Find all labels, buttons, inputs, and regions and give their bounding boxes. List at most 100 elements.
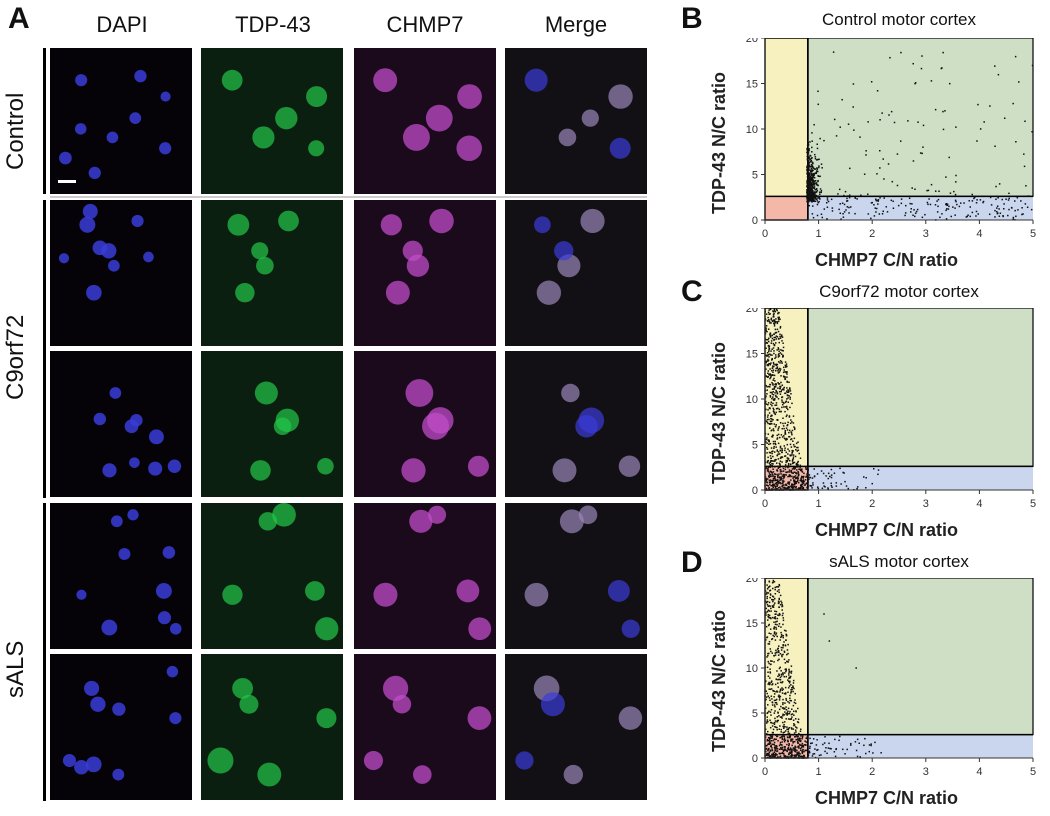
data-point (774, 586, 776, 589)
micrograph-dapi-3 (50, 351, 192, 497)
data-point (765, 748, 767, 750)
data-point (790, 684, 792, 686)
data-point (774, 479, 776, 482)
data-point (774, 443, 777, 446)
data-point (774, 336, 777, 339)
data-point (781, 406, 783, 409)
data-point (815, 182, 817, 184)
data-point (772, 468, 774, 470)
data-point (774, 383, 776, 386)
data-point (765, 400, 767, 403)
data-point (770, 695, 773, 697)
data-point (786, 376, 788, 378)
data-point (780, 353, 783, 355)
data-point (778, 667, 781, 670)
data-point (804, 749, 806, 752)
data-point (811, 166, 814, 168)
cell-blob (222, 584, 243, 605)
data-point (770, 422, 772, 425)
data-point (808, 165, 811, 167)
data-point (787, 661, 789, 663)
cell-blob (90, 696, 106, 712)
data-point (785, 427, 788, 429)
data-point (770, 359, 773, 361)
cell-blob (256, 256, 274, 275)
data-point (805, 468, 807, 471)
data-point (813, 196, 815, 198)
data-point (793, 461, 796, 464)
data-point (810, 189, 813, 191)
data-point (767, 749, 769, 751)
data-point (774, 597, 776, 600)
data-point (806, 189, 808, 192)
data-point (797, 739, 799, 741)
data-point (793, 485, 796, 488)
data-point (821, 216, 824, 219)
data-point (782, 672, 784, 675)
data-point (768, 440, 770, 442)
data-point (765, 593, 768, 595)
data-point (767, 605, 769, 608)
data-point (809, 186, 812, 189)
data-point (942, 110, 944, 113)
data-point (783, 650, 786, 653)
data-point (787, 739, 789, 742)
data-point (810, 197, 813, 199)
data-point (782, 619, 785, 622)
data-point (770, 681, 773, 683)
y-tick-label: 5 (752, 708, 758, 720)
data-point (771, 701, 774, 703)
data-point (792, 719, 795, 721)
data-point (769, 363, 772, 366)
data-point (769, 628, 772, 630)
data-point (786, 443, 789, 446)
data-point (879, 167, 881, 169)
data-point (788, 736, 791, 739)
data-point (766, 603, 769, 606)
data-point (778, 597, 780, 600)
data-point (776, 363, 779, 366)
cell-blob (575, 415, 598, 438)
data-point (797, 752, 799, 754)
data-point (788, 395, 790, 397)
data-point (791, 472, 793, 474)
data-point (815, 171, 817, 174)
cell-blob (392, 695, 412, 714)
data-point (766, 744, 768, 747)
data-point (803, 475, 805, 478)
cell-blob (402, 240, 423, 261)
data-point (811, 132, 813, 134)
data-point (810, 485, 813, 487)
data-point (801, 755, 803, 757)
data-point (826, 218, 828, 220)
data-point (926, 189, 928, 192)
data-point (808, 198, 811, 200)
data-point (773, 621, 775, 623)
data-point (780, 473, 782, 475)
data-point (937, 205, 939, 208)
data-point (790, 431, 792, 433)
data-point (775, 318, 777, 320)
data-point (765, 467, 767, 470)
data-point (782, 388, 784, 390)
data-point (771, 393, 774, 395)
data-point (783, 692, 786, 695)
data-point (848, 194, 851, 196)
data-point (854, 741, 857, 743)
data-point (801, 480, 804, 482)
data-point (807, 168, 810, 171)
data-point (868, 744, 871, 746)
data-point (788, 429, 791, 432)
data-point (769, 479, 771, 481)
data-point (787, 643, 789, 646)
data-point (838, 739, 840, 742)
data-point (777, 433, 780, 436)
data-point (797, 721, 800, 724)
data-point (811, 161, 813, 163)
data-point (775, 402, 778, 404)
data-point (770, 417, 772, 420)
data-point (788, 474, 791, 476)
data-point (870, 744, 872, 747)
data-point (812, 180, 815, 183)
data-point (783, 406, 785, 408)
